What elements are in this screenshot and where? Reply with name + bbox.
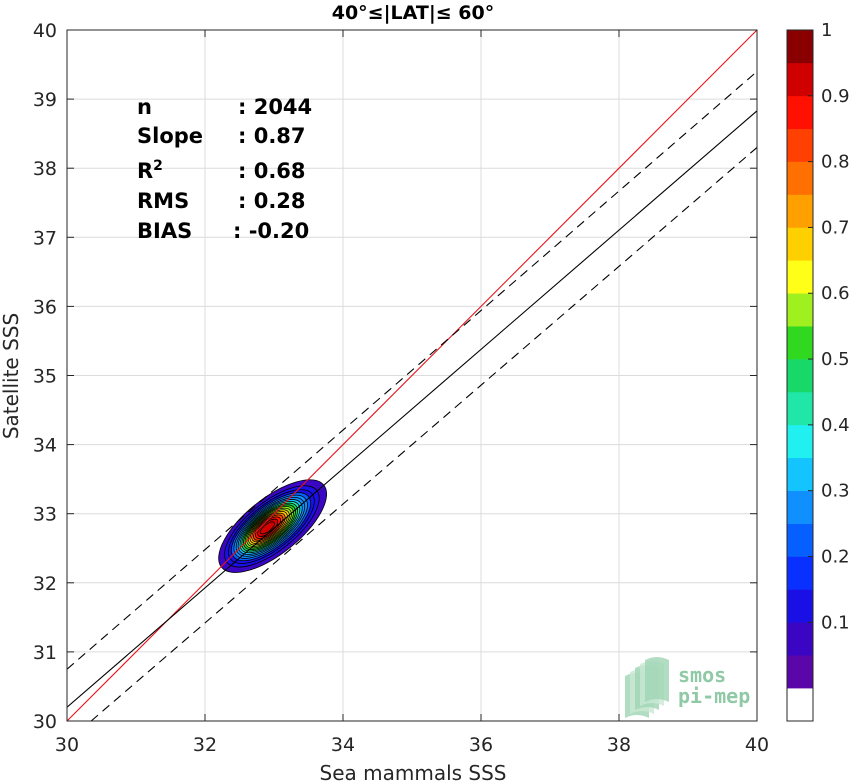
stat-name-3: RMS xyxy=(137,189,189,213)
x-tick-label-2: 34 xyxy=(331,734,355,756)
density-contours xyxy=(218,479,327,573)
colorbar-segment-5 xyxy=(787,523,813,557)
colorbar-segment-10 xyxy=(787,359,813,393)
colorbar-tick-label-2: 0.3 xyxy=(821,481,850,502)
colorbar-tick-label-7: 0.8 xyxy=(821,152,850,173)
logo-text-smos: smos xyxy=(678,663,726,687)
colorbar-segment-0 xyxy=(787,688,813,722)
colorbar-tick-label-5: 0.6 xyxy=(821,283,850,304)
stat-sup-2: 2 xyxy=(153,158,163,174)
colorbar-segment-4 xyxy=(787,556,813,590)
colorbar-tick-label-4: 0.5 xyxy=(821,349,850,370)
colorbar-tick-label-1: 0.2 xyxy=(821,546,850,567)
regression-lines xyxy=(67,30,757,721)
y-tick-label-10: 40 xyxy=(33,20,57,42)
y-tick-label-0: 30 xyxy=(33,711,57,733)
line-fit-upper xyxy=(67,71,757,670)
y-tick-label-8: 38 xyxy=(33,158,57,180)
stat-name-1: Slope xyxy=(137,124,203,148)
density-contour-18 xyxy=(259,521,275,535)
stat-name-0: n xyxy=(137,95,152,119)
y-tick-label-9: 39 xyxy=(33,89,57,111)
colorbar-segment-3 xyxy=(787,589,813,623)
y-axis-ticks: 30 31 32 33 34 35 36 37 38 39 40 xyxy=(33,20,757,733)
colorbar-segment-13 xyxy=(787,260,813,294)
colorbar-segment-11 xyxy=(787,326,813,360)
colorbar-segment-19 xyxy=(787,62,813,97)
colorbar-segment-6 xyxy=(787,490,813,524)
colorbar-segment-12 xyxy=(787,293,813,327)
colorbar-tick-label-0: 0.1 xyxy=(821,612,850,633)
stat-value-3: : 0.28 xyxy=(238,189,306,213)
colorbar-segment-16 xyxy=(787,161,813,195)
x-axis-ticks: 30 32 34 36 38 40 xyxy=(55,30,769,756)
colorbar-frame xyxy=(786,29,814,722)
colorbar-segment-9 xyxy=(787,391,813,426)
colorbar-segment-20 xyxy=(787,30,813,64)
x-tick-label-4: 38 xyxy=(607,734,631,756)
x-tick-label-0: 30 xyxy=(55,734,79,756)
stat-value-0: : 2044 xyxy=(238,95,312,119)
stat-value-1: : 0.87 xyxy=(238,124,306,148)
chart-title: 40°≤|LAT|≤ 60° xyxy=(332,2,495,24)
density-group xyxy=(218,479,327,573)
line-fit-lower xyxy=(90,147,757,721)
stat-value-2: : 0.68 xyxy=(238,159,306,183)
y-tick-label-6: 36 xyxy=(33,296,57,318)
colorbar-segment-1 xyxy=(787,655,813,689)
y-tick-label-7: 37 xyxy=(33,227,57,249)
line-identity xyxy=(67,30,757,721)
colorbar-tick-label-3: 0.4 xyxy=(821,415,850,436)
colorbar-segment-15 xyxy=(787,194,813,228)
colorbar-segment-7 xyxy=(787,457,813,491)
y-tick-label-2: 32 xyxy=(33,573,57,595)
logo-wave-4 xyxy=(645,657,669,702)
colorbar-segment-2 xyxy=(787,622,813,656)
y-tick-label-5: 35 xyxy=(33,366,57,388)
colorbar: 0.1 0.2 0.3 0.4 0.5 0.6 0.7 0.8 0.9 1 xyxy=(786,20,850,722)
y-tick-label-1: 31 xyxy=(33,642,57,664)
logo-text-pi-mep: pi-mep xyxy=(678,684,750,708)
colorbar-tick-label-9: 1 xyxy=(821,20,832,41)
lines-group xyxy=(67,30,757,721)
stat-value-4: : -0.20 xyxy=(233,219,309,243)
x-axis-label: Sea mammals SSS xyxy=(320,761,507,784)
colorbar-segment-14 xyxy=(787,227,813,261)
colorbar-tick-label-6: 0.7 xyxy=(821,217,850,238)
colorbar-segment-18 xyxy=(787,95,813,130)
y-tick-label-4: 34 xyxy=(33,435,57,457)
x-tick-label-3: 36 xyxy=(469,734,493,756)
colorbar-segment-17 xyxy=(787,128,813,162)
stat-name-4: BIAS xyxy=(137,219,192,243)
x-tick-label-1: 32 xyxy=(193,734,217,756)
x-tick-label-5: 40 xyxy=(745,734,769,756)
line-fit xyxy=(67,110,757,708)
y-axis-label: Satellite SSS xyxy=(0,313,23,439)
colorbar-tick-label-8: 0.9 xyxy=(821,86,850,107)
colorbar-segment-8 xyxy=(787,424,813,459)
y-tick-label-3: 33 xyxy=(33,504,57,526)
